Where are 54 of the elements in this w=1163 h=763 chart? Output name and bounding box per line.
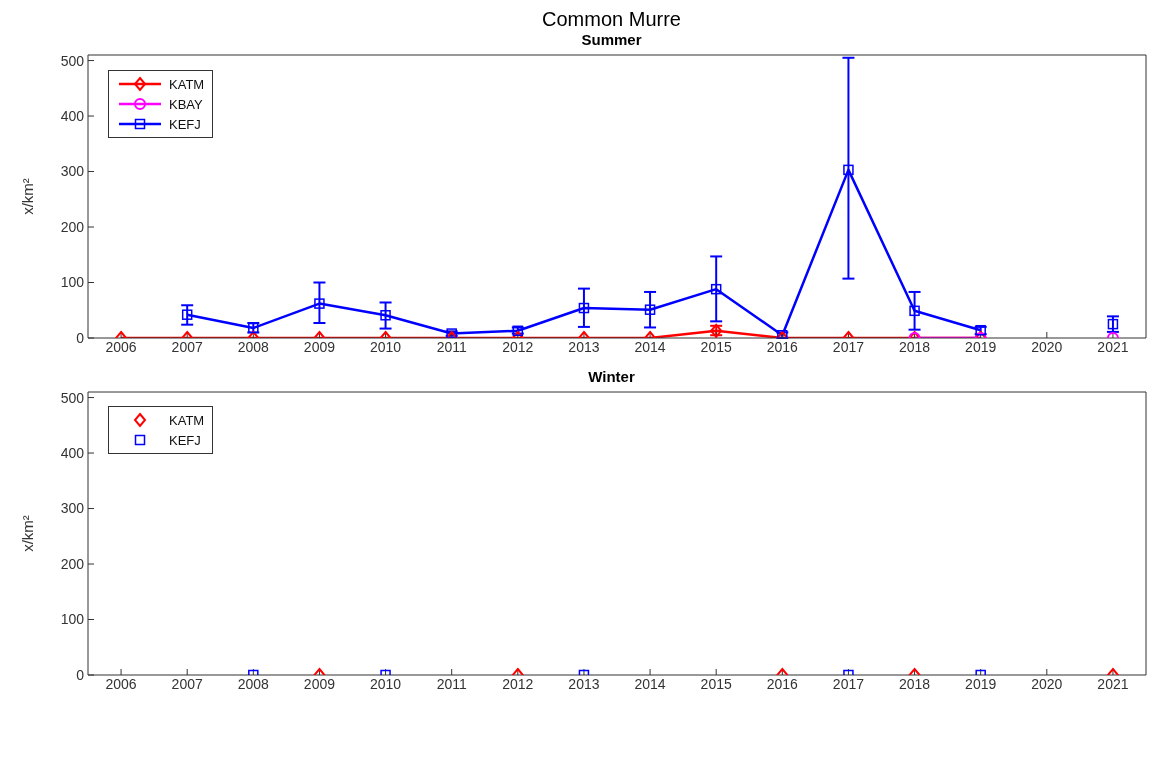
y-tick-label: 500 [60, 52, 85, 69]
legend-label: KEFJ [169, 432, 201, 448]
x-tick-label: 2018 [898, 675, 931, 692]
x-tick-label: 2020 [1031, 675, 1063, 692]
y-tick-label: 0 [76, 666, 85, 683]
y-tick-label: 400 [60, 108, 85, 125]
x-tick-label: 2013 [568, 338, 600, 355]
x-tick-label: 2021 [1097, 675, 1129, 692]
x-tick-label: 2011 [436, 338, 467, 355]
y-axis-title: x/km² [19, 178, 37, 215]
y-tick-label: 0 [76, 329, 85, 346]
x-tick-label: 2011 [436, 675, 467, 692]
x-tick-label: 2006 [105, 338, 137, 355]
x-tick-label: 2010 [369, 338, 402, 355]
x-tick-label: 2017 [832, 338, 865, 355]
legend-label: KATM [169, 76, 205, 92]
x-tick-label: 2014 [634, 338, 666, 355]
x-tick-label: 2012 [502, 675, 534, 692]
x-tick-label: 2019 [965, 338, 997, 355]
y-tick-label: 400 [60, 445, 85, 462]
x-tick-label: 2016 [766, 675, 799, 692]
chart-title: Winter [587, 368, 636, 385]
x-tick-label: 2020 [1031, 338, 1063, 355]
x-tick-label: 2008 [237, 338, 270, 355]
y-tick-label: 100 [60, 611, 85, 628]
y-tick-label: 300 [60, 500, 85, 517]
y-tick-label: 500 [60, 389, 85, 406]
y-tick-label: 100 [60, 274, 85, 291]
legend-label: KATM [169, 412, 205, 428]
x-tick-label: 2008 [237, 675, 270, 692]
x-tick-label: 2006 [105, 675, 137, 692]
x-tick-label: 2010 [369, 675, 402, 692]
legend-label: KEFJ [169, 116, 201, 132]
chart-title: Common Murre [541, 8, 682, 31]
y-tick-label: 200 [60, 218, 85, 235]
x-tick-label: 2018 [898, 338, 931, 355]
chart-subtitle: Summer [580, 31, 643, 48]
x-tick-label: 2015 [700, 675, 732, 692]
x-tick-label: 2007 [171, 338, 203, 355]
legend-label: KBAY [169, 96, 203, 112]
y-axis-title: x/km² [19, 515, 37, 552]
x-tick-label: 2007 [171, 675, 203, 692]
x-tick-label: 2016 [766, 338, 799, 355]
x-tick-label: 2012 [502, 338, 534, 355]
x-tick-label: 2013 [568, 675, 600, 692]
y-tick-label: 200 [60, 555, 85, 572]
x-tick-label: 2015 [700, 338, 732, 355]
x-tick-label: 2021 [1097, 338, 1129, 355]
x-tick-label: 2017 [832, 675, 865, 692]
x-tick-label: 2009 [303, 338, 336, 355]
y-tick-label: 300 [60, 163, 85, 180]
x-tick-label: 2009 [303, 675, 336, 692]
x-tick-label: 2019 [965, 675, 997, 692]
x-tick-label: 2014 [634, 675, 666, 692]
